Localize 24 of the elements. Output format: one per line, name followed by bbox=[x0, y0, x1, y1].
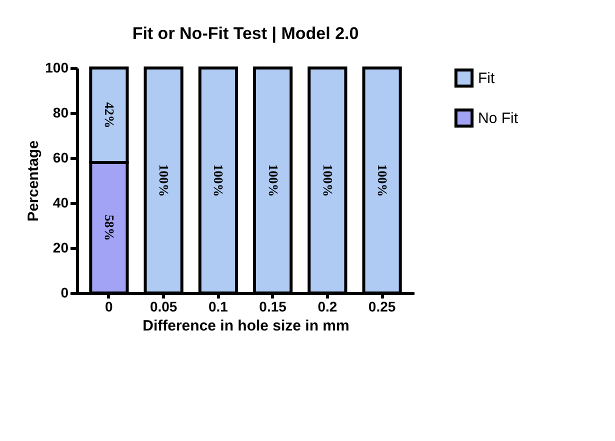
legend-label: No Fit bbox=[478, 110, 519, 127]
x-tick-label: 0.2 bbox=[318, 298, 338, 314]
x-tick-label: 0.25 bbox=[368, 298, 396, 314]
data-label: 42% bbox=[102, 102, 117, 128]
y-tick-label: 20 bbox=[52, 240, 69, 256]
x-tick-label: 0.15 bbox=[259, 298, 287, 314]
y-axis-title: Percentage bbox=[25, 140, 42, 222]
x-tick-label: 0 bbox=[105, 298, 114, 314]
y-tick-label: 80 bbox=[52, 104, 69, 120]
data-label: 100% bbox=[156, 164, 172, 197]
data-label: 100% bbox=[211, 164, 226, 197]
data-label: 100% bbox=[375, 164, 390, 197]
data-label: 58% bbox=[102, 214, 117, 241]
data-label: 100% bbox=[266, 164, 281, 197]
y-tick-label: 0 bbox=[60, 284, 69, 300]
x-tick-label: 0.1 bbox=[208, 298, 228, 314]
x-axis-title: Difference in hole size in mm bbox=[142, 318, 350, 334]
y-tick-label: 40 bbox=[52, 194, 69, 210]
y-tick-label: 100 bbox=[45, 60, 69, 76]
y-tick-label: 60 bbox=[52, 150, 69, 166]
legend-label: Fit bbox=[478, 70, 496, 87]
chart-title: Fit or No-Fit Test | Model 2.0 bbox=[132, 24, 359, 43]
data-label: 100% bbox=[320, 164, 336, 197]
x-tick-label: 0.05 bbox=[150, 298, 178, 314]
